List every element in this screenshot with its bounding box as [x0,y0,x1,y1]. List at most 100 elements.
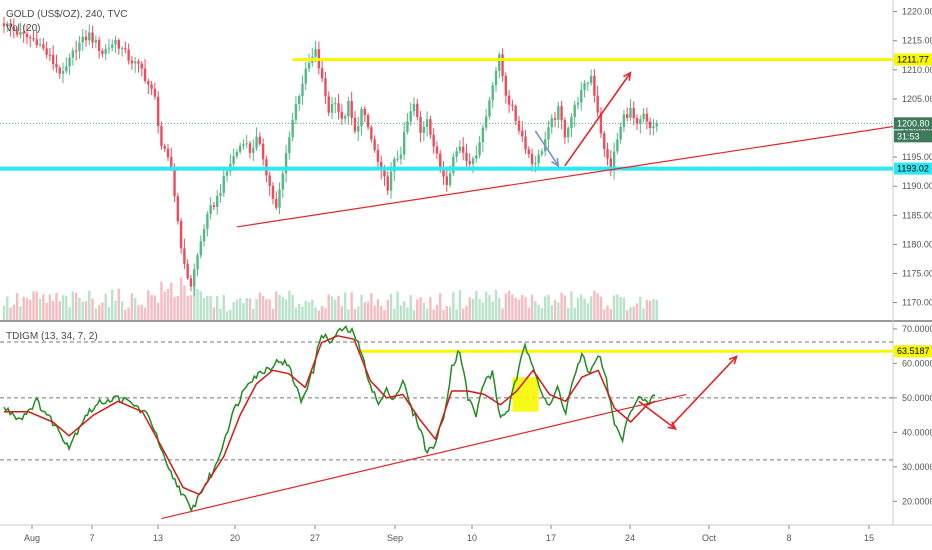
volume-bar [255,298,258,320]
candle-body [343,116,347,119]
candle-body [380,161,383,171]
candle-body [238,145,242,152]
time-tick-label: Sep [387,533,403,543]
price-tick-label: 1210.00 [902,65,932,75]
candle-body [645,113,649,122]
volume-bar [393,308,396,320]
volume-bar [429,296,432,320]
pullback-arrow [534,130,559,167]
volume-bar [593,290,596,320]
volume-bar [143,307,147,320]
candle-body [514,106,517,121]
candle-body [143,68,147,82]
candle-body [642,113,645,120]
volume-bar [383,310,386,320]
tdi-projection-arrow [670,355,738,426]
volume-bar [589,296,593,320]
candle-body [655,123,658,127]
candle-body [589,75,593,84]
volume-bar [281,297,284,320]
volume-bar [599,296,603,320]
candle-body [366,115,370,128]
time-tick-label: 24 [625,533,635,543]
candle-body [202,228,206,242]
volume-bar [55,292,58,320]
candle-body [648,121,652,129]
volume-bar [471,298,475,320]
candle-body [288,137,291,154]
candle-body [281,173,284,190]
candle-body [639,119,642,124]
candle-body [530,154,534,165]
volume-bar [550,305,553,320]
tdi-fast-line [3,324,656,513]
candle-body [97,39,101,51]
candle-body [206,214,209,229]
volume-bar [340,306,344,320]
volume-bar [275,291,278,320]
candle-body [32,38,35,40]
volume-bar [402,301,406,320]
volume-bar [298,303,301,320]
price-tick-label: 1180.00 [902,239,932,249]
candle-body [252,147,255,153]
volume-bar [488,295,491,320]
volume-bar [232,302,235,320]
price-axis[interactable]: 1220.001215.001210.001205.001200.001195.… [893,7,932,308]
volume-bar [442,309,445,320]
volume-bar [6,296,9,320]
candle-body [517,120,521,131]
candle-body [101,50,104,54]
time-tick-label: 17 [546,533,556,543]
volume-label[interactable]: Vol (20) [6,23,41,34]
volume-bar [386,299,389,320]
candle-body [416,103,419,117]
candle-body [127,49,130,61]
candle-body [166,148,170,158]
indicator-label[interactable]: TDIGM (13, 34, 7, 2) [6,331,98,342]
candle-body [337,103,340,112]
volume-bar [448,306,452,320]
candle-body [465,152,468,162]
candle-body [176,196,180,222]
volume-bar [291,295,294,320]
candle-body [278,189,281,208]
volume-bar [114,300,117,320]
volume-bar [327,294,330,320]
candle-body [596,95,599,113]
indicator-axis[interactable]: 70.0000 60.0000 50.0000 40.0000 30.0000 20.00… [893,324,932,506]
volume-bar [507,290,511,320]
symbol-label[interactable]: GOLD (US$/OZ), 240, TVC [6,9,128,20]
price-pane[interactable] [0,0,893,320]
time-axis[interactable]: Aug 7 13 20 27 Sep 10 17 24 Oct 8 15 [24,525,874,543]
volume-bar [524,296,527,320]
candle-body [130,60,134,64]
candle-body [52,54,55,65]
candle-body [419,116,422,133]
volume-bar [216,295,219,320]
volume-bar [288,290,291,320]
volume-bar [619,296,622,320]
volume-bar [186,295,189,320]
volume-bar [373,305,376,320]
volume-bar [193,278,196,320]
volume-bar [301,306,304,320]
volume-bar [330,296,334,320]
price-tick-label: 1195.00 [902,152,932,162]
volume-bar [655,299,658,320]
volume-bar [19,306,22,320]
current-price-tag: 1200.80 [897,118,930,128]
volume-bar [343,292,347,320]
volume-bar [475,291,478,320]
indicator-level-tag: 63.5187 [897,346,930,356]
indicator-level-tag-bg [894,345,932,358]
volume-bar [635,303,639,320]
volume-bar [45,302,48,320]
candle-body [481,127,485,143]
candle-body [557,106,560,120]
candle-body [534,163,537,165]
candle-body [117,40,120,49]
candle-body [501,54,504,76]
tdi-signal-line [4,335,656,496]
